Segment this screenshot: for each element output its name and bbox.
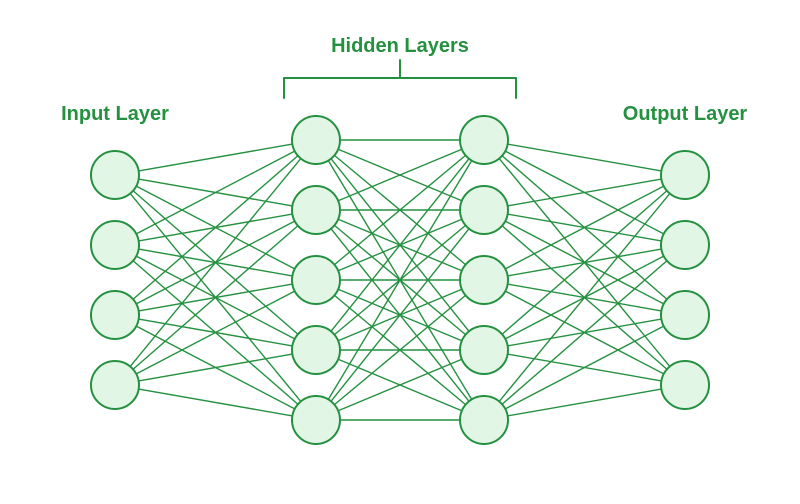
edge [505, 326, 663, 409]
node-hidden2-3 [460, 326, 508, 374]
edge [139, 144, 293, 171]
node-hidden2-2 [460, 256, 508, 304]
node-hidden1-4 [292, 396, 340, 444]
node-output-1 [661, 221, 709, 269]
node-hidden1-3 [292, 326, 340, 374]
edge [136, 151, 294, 234]
edge [502, 191, 667, 334]
edge [505, 186, 663, 269]
node-hidden1-0 [292, 116, 340, 164]
node-hidden1-2 [292, 256, 340, 304]
edge [133, 226, 298, 369]
edge [139, 354, 293, 381]
node-output-2 [661, 291, 709, 339]
node-output-0 [661, 151, 709, 199]
edge [508, 179, 662, 206]
neural-network-diagram: Input Layer Hidden Layers Output Layer [0, 0, 800, 504]
node-hidden1-1 [292, 186, 340, 234]
input-layer-label: Input Layer [61, 103, 169, 125]
edge [139, 389, 293, 416]
output-layer-label: Output Layer [623, 103, 748, 125]
edge [130, 159, 301, 367]
edge [136, 291, 294, 374]
node-input-0 [91, 151, 139, 199]
hidden-layers-label: Hidden Layers [331, 35, 469, 57]
node-input-3 [91, 361, 139, 409]
node-output-3 [661, 361, 709, 409]
edge [508, 389, 662, 416]
hidden-layers-bracket [284, 60, 516, 98]
edge [499, 194, 670, 402]
node-hidden2-0 [460, 116, 508, 164]
node-hidden2-4 [460, 396, 508, 444]
node-hidden2-1 [460, 186, 508, 234]
node-input-1 [91, 221, 139, 269]
edges-group [130, 140, 670, 420]
edge [508, 144, 662, 171]
node-input-2 [91, 291, 139, 339]
